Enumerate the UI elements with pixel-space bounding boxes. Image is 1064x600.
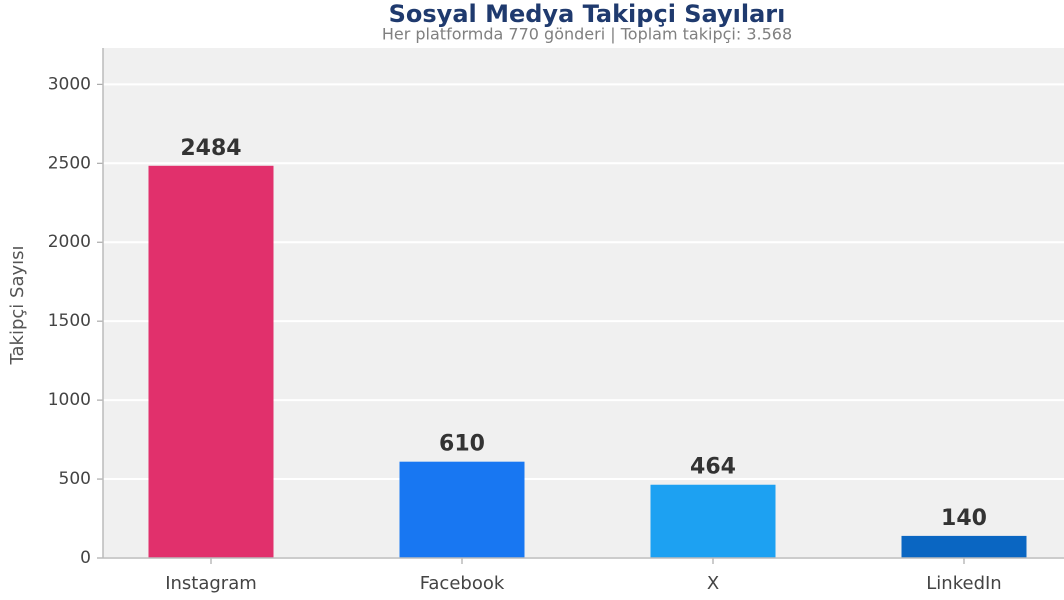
y-tick-label: 2500 (48, 153, 91, 173)
y-tick-label: 1500 (48, 311, 91, 331)
bar (399, 461, 525, 558)
x-tick-label: LinkedIn (926, 573, 1001, 594)
y-tick-label: 500 (59, 469, 91, 489)
y-axis-label: Takipçi Sayısı (7, 245, 28, 365)
y-tick-label: 3000 (48, 74, 91, 94)
chart-subtitle: Her platformda 770 gönderi | Toplam taki… (382, 25, 792, 44)
chart-title: Sosyal Medya Takipçi Sayıları (389, 0, 786, 28)
bar (650, 484, 776, 558)
value-label: 140 (941, 506, 987, 531)
x-tick-label: Facebook (420, 573, 505, 594)
value-label: 610 (439, 432, 485, 457)
value-label: 2484 (180, 136, 241, 161)
x-tick-label: X (707, 573, 719, 594)
y-tick-label: 0 (80, 548, 91, 568)
bar (148, 165, 274, 558)
value-label: 464 (690, 455, 736, 480)
x-tick-label: Instagram (165, 573, 257, 594)
bar (901, 535, 1027, 558)
y-tick-label: 1000 (48, 390, 91, 410)
y-tick-label: 2000 (48, 232, 91, 252)
